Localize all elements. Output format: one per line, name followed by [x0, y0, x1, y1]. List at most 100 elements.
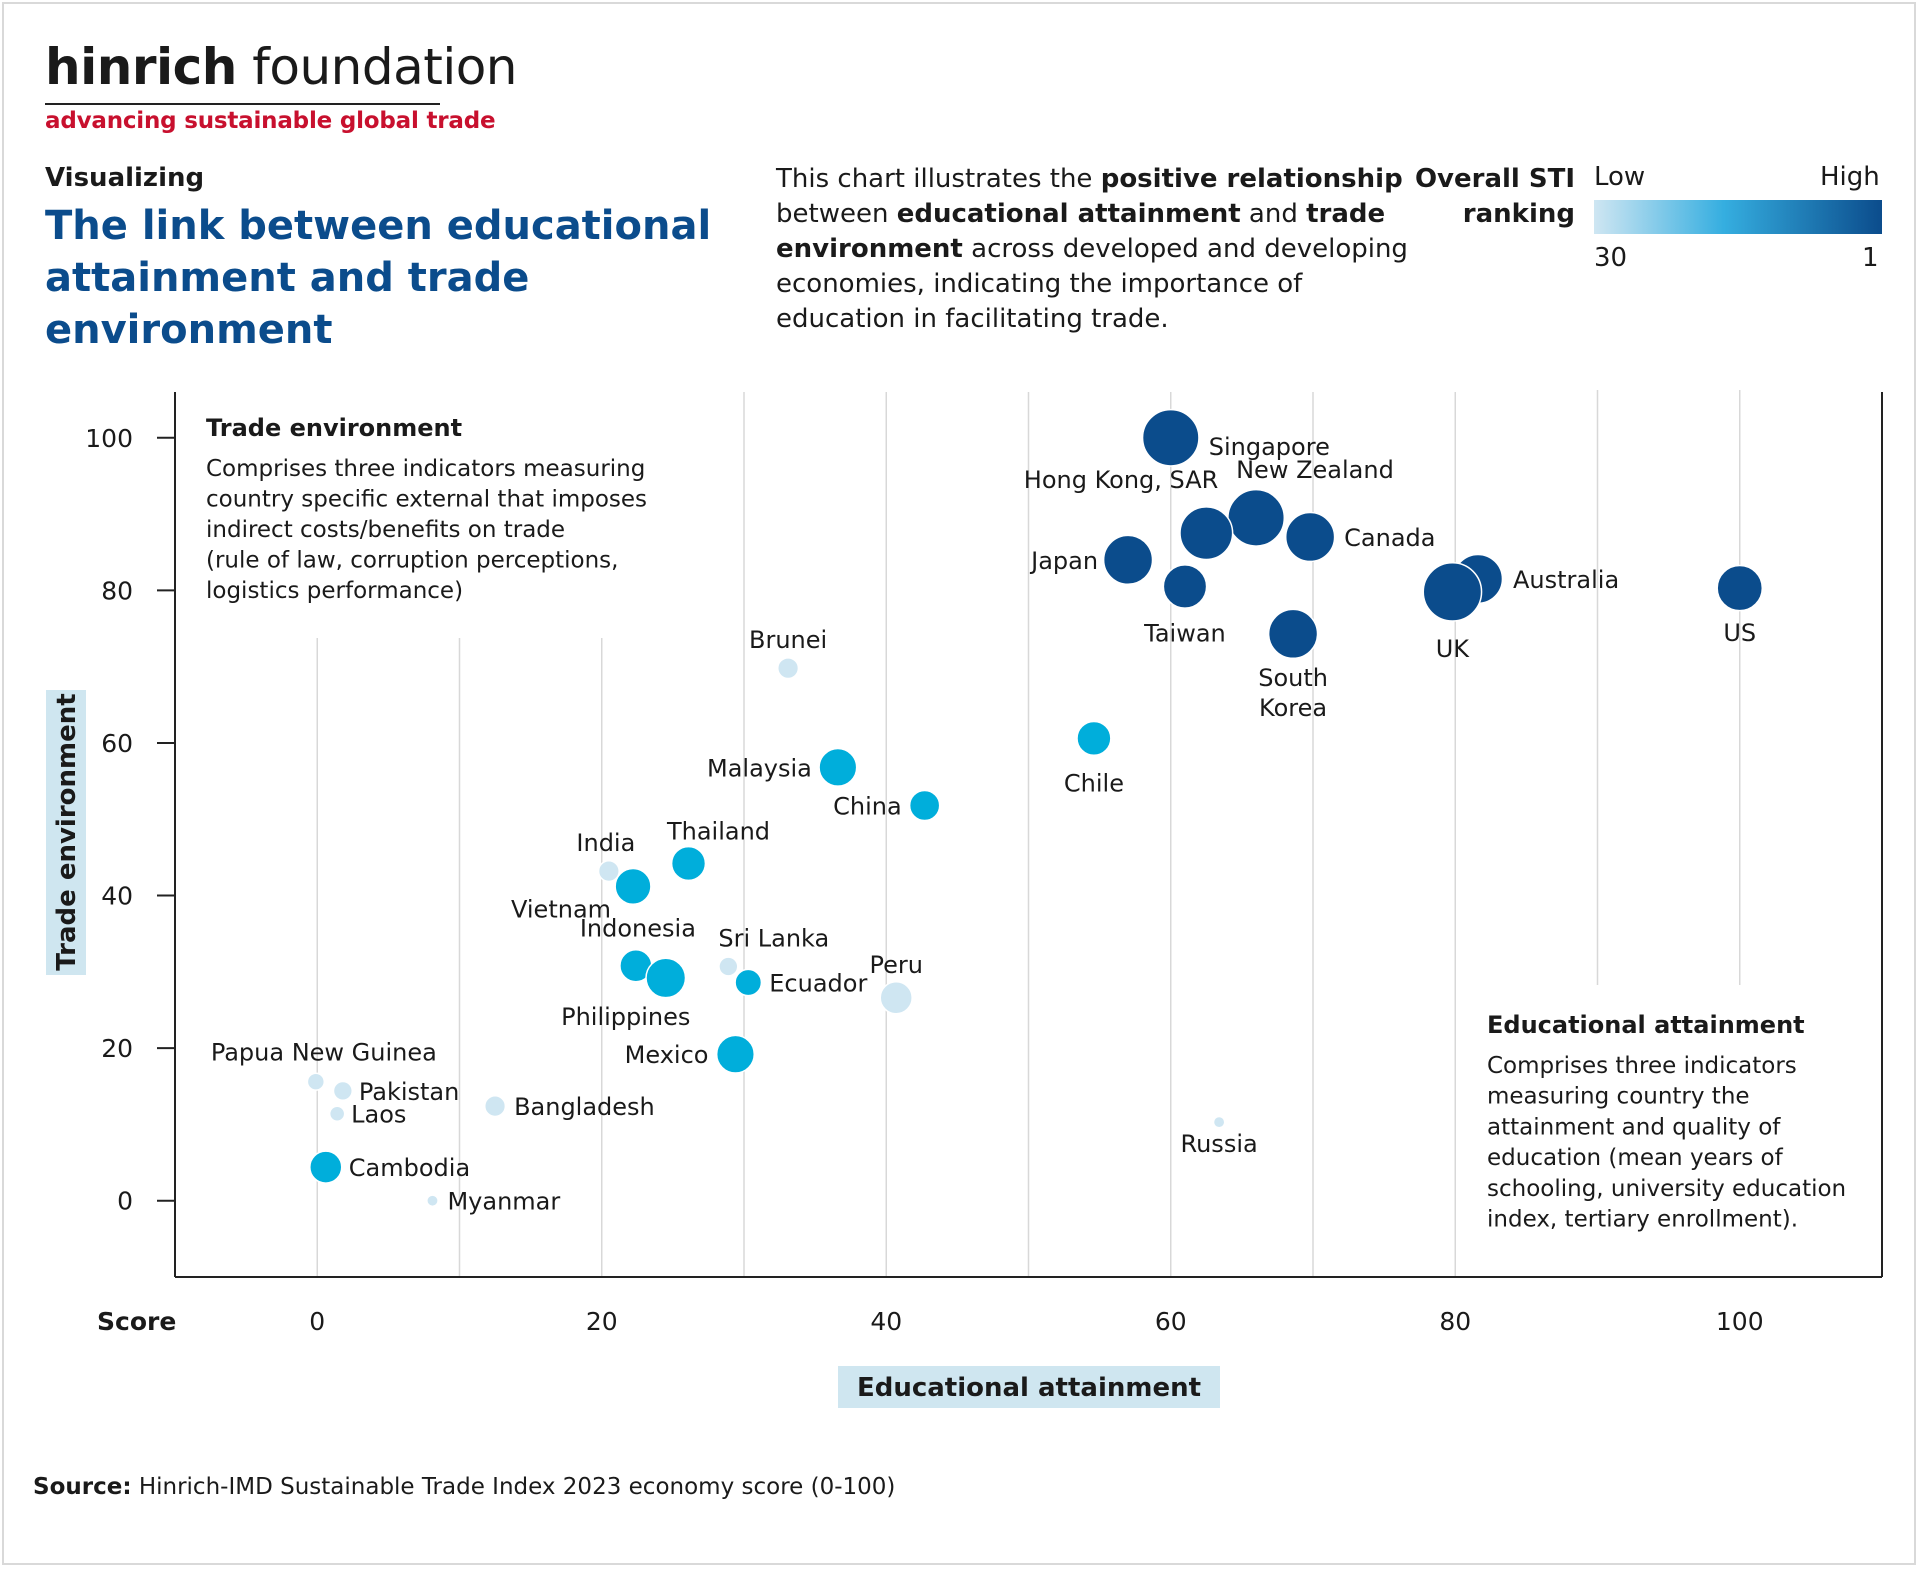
point-label: Indonesia [580, 915, 696, 943]
data-point [309, 1150, 343, 1184]
point-label: Philippines [561, 1003, 690, 1031]
point-label: UK [1436, 635, 1471, 663]
point-label: Hong Kong, SAR [1024, 466, 1219, 494]
point-label: Malaysia [707, 754, 812, 782]
y-axis-title-box [46, 690, 86, 975]
annotation-title: Educational attainment [1487, 1011, 1805, 1039]
data-point [614, 867, 652, 905]
annotation-line: Comprises three indicators [1487, 1053, 1797, 1079]
data-point [718, 956, 739, 977]
brand-logo: hinrich foundation [45, 38, 518, 96]
data-point [670, 845, 707, 882]
y-tick-label: 20 [101, 1034, 133, 1063]
data-point [332, 1080, 354, 1101]
data-point [1422, 561, 1483, 622]
data-point [328, 1105, 346, 1123]
legend-min-value: 30 [1594, 243, 1628, 273]
logo-divider [45, 103, 440, 105]
x-tick-label: 40 [870, 1307, 902, 1336]
point-label: Peru [869, 951, 922, 979]
source-note: Source: Hinrich-IMD Sustainable Trade In… [33, 1474, 896, 1500]
point-label: Pakistan [359, 1078, 460, 1106]
point-label: Thailand [666, 817, 770, 845]
x-tick-label: 80 [1439, 1307, 1471, 1336]
point-label: Japan [1029, 547, 1098, 575]
point-label: Ecuador [769, 970, 867, 998]
data-point [777, 657, 800, 680]
data-point [1162, 564, 1208, 609]
annotation-line: attainment and quality of [1487, 1114, 1781, 1140]
point-label: Brunei [749, 626, 827, 654]
point-label: Singapore [1209, 433, 1330, 461]
point-label: Sri Lanka [718, 924, 829, 952]
data-point [483, 1095, 507, 1118]
x-axis-title: Educational attainment [857, 1373, 1201, 1403]
legend-title: Overall STI ranking [1414, 164, 1575, 229]
y-tick-label: 60 [101, 729, 133, 758]
point-label: US [1723, 619, 1756, 647]
point-label: Papua New Guinea [211, 1039, 437, 1067]
page-title: The link between educational attainment … [45, 203, 712, 353]
legend-max-value: 1 [1862, 243, 1879, 273]
data-point [1179, 506, 1234, 561]
point-label: Myanmar [447, 1188, 560, 1216]
point-label: India [576, 829, 635, 857]
legend-high-label: High [1820, 162, 1880, 192]
data-point [715, 1034, 756, 1074]
chart-description: This chart illustrates the positive rela… [776, 164, 1408, 334]
data-point [645, 957, 687, 999]
data-point [1212, 1115, 1226, 1129]
x-axis-title-box [838, 1366, 1220, 1408]
y-axis-title: Trade environment [52, 693, 82, 970]
point-label: New Zealand [1236, 456, 1394, 484]
point-label: South [1258, 664, 1328, 692]
annotation-line: (rule of law, corruption perceptions, [206, 548, 618, 574]
y-tick-label: 100 [85, 424, 133, 453]
data-point [1076, 720, 1112, 757]
data-point [1227, 488, 1286, 547]
annotation-line: indirect costs/benefits on trade [206, 517, 565, 543]
annotation-line: schooling, university education [1487, 1176, 1846, 1202]
point-label: Vietnam [511, 895, 611, 923]
data-point [1141, 408, 1200, 467]
data-point [818, 747, 858, 787]
annotation-line: education (mean years of [1487, 1145, 1784, 1171]
point-label: Chile [1064, 769, 1124, 797]
data-point [597, 860, 620, 883]
annotation-line: country specific external that imposes [206, 487, 647, 513]
data-point [306, 1072, 326, 1091]
y-tick-label: 40 [101, 882, 133, 911]
y-tick-label: 80 [101, 576, 133, 605]
point-label: Laos [351, 1101, 406, 1129]
data-point [1102, 534, 1154, 586]
annotation-line: index, tertiary enrollment). [1487, 1207, 1798, 1233]
data-point [1284, 511, 1336, 563]
point-label: Canada [1344, 524, 1435, 552]
brand-tagline: advancing sustainable global trade [45, 108, 496, 134]
legend-color-ramp [1594, 200, 1882, 234]
annotation-line: measuring country the [1487, 1084, 1750, 1110]
data-point [908, 789, 941, 822]
data-point [1716, 564, 1764, 612]
point-label: Taiwan [1143, 620, 1226, 648]
x-tick-label: 60 [1155, 1307, 1187, 1336]
point-label: China [833, 793, 902, 821]
data-point [879, 981, 913, 1015]
point-label: Australia [1513, 566, 1619, 594]
x-tick-label: 100 [1716, 1307, 1764, 1336]
data-point [426, 1194, 439, 1208]
annotation-line: logistics performance) [206, 578, 463, 604]
annotation-line: Comprises three indicators measuring [206, 456, 645, 482]
score-label: Score [97, 1307, 176, 1336]
point-label: Bangladesh [514, 1093, 655, 1121]
point-label: Cambodia [349, 1154, 470, 1182]
y-tick-label: 0 [117, 1187, 133, 1216]
point-label: Russia [1181, 1130, 1258, 1158]
annotation-title: Trade environment [206, 414, 462, 442]
point-label: Korea [1259, 694, 1327, 722]
x-tick-label: 20 [586, 1307, 618, 1336]
data-point [734, 968, 763, 997]
point-label: Mexico [625, 1041, 709, 1069]
